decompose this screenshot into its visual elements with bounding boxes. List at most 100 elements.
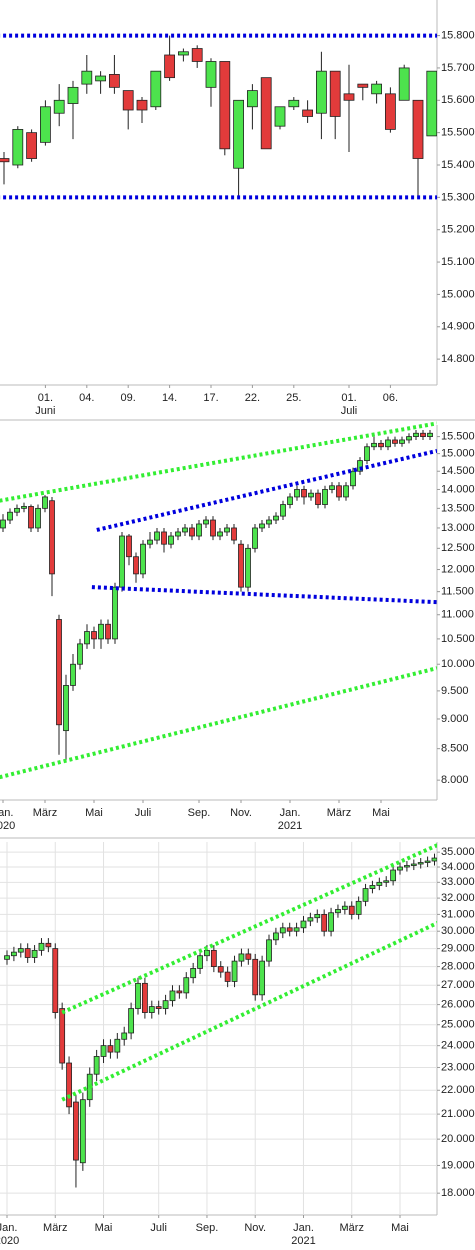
candle-body [24, 948, 31, 958]
candle-body [119, 535, 125, 588]
candle-body [279, 927, 286, 934]
plot-area [0, 33, 437, 200]
y-tick-label: 29.000 [441, 943, 475, 955]
candle-body [161, 531, 167, 545]
candle-body [314, 913, 321, 919]
y-tick-label: 31.000 [441, 908, 475, 920]
candle-body [343, 93, 355, 101]
y-tick-label: 15.200 [441, 224, 475, 236]
candle-body [135, 982, 141, 1009]
candle-body [169, 990, 176, 1002]
candle-body [177, 51, 189, 56]
candle-body [12, 129, 24, 166]
candle-body [259, 523, 265, 529]
candle-body [10, 951, 17, 957]
x-tick-label: 17. [203, 392, 218, 404]
candle-body [385, 439, 391, 448]
candle-body [190, 968, 197, 979]
candle-body [315, 492, 321, 505]
candle-body [203, 519, 209, 525]
x-tick-label: Nov. [230, 807, 252, 819]
y-tick-label: 15.500 [441, 127, 475, 139]
y-tick-label: 12.000 [441, 563, 475, 575]
candle-body [413, 432, 419, 437]
candle-body [294, 489, 300, 498]
candle-body [56, 619, 62, 726]
candle-body [136, 99, 148, 111]
candle-body [147, 539, 153, 545]
x-tick-label: Juli [150, 1222, 167, 1234]
candle-body [140, 543, 146, 575]
candle-body [133, 556, 139, 575]
candle-body [341, 905, 348, 910]
candle-body [176, 990, 183, 994]
y-tick-label: 27.000 [441, 979, 475, 991]
candle-body [26, 132, 38, 159]
y-tick-label: 20.000 [441, 1133, 475, 1145]
candle-body [52, 948, 59, 1013]
candle-body [42, 496, 48, 509]
y-tick-label: 13.000 [441, 522, 475, 534]
x-tick-label: Sep. [188, 807, 211, 819]
candle-body [426, 70, 437, 137]
candle-body [91, 631, 97, 640]
candle-body [148, 1006, 155, 1013]
candle-body [308, 492, 314, 498]
y-tick-label: 10.500 [441, 633, 475, 645]
candle-body [0, 519, 6, 529]
candle-body [191, 48, 203, 62]
candle-body [150, 70, 162, 108]
x-tick-label: 01. Juli [341, 392, 358, 417]
candle-body [53, 99, 65, 114]
x-tick-label: März [327, 807, 351, 819]
y-tick-label: 10.000 [441, 658, 475, 670]
candle-body [357, 83, 369, 88]
candle-body [364, 446, 370, 462]
candle-body [105, 623, 111, 640]
candle-body [59, 1008, 66, 1064]
candle-body [398, 67, 410, 101]
y-tick-label: 9.500 [441, 685, 469, 697]
candle-body [7, 511, 13, 521]
x-tick-label: 22. [245, 392, 260, 404]
trend-line [61, 843, 437, 1015]
candle-body [301, 489, 307, 498]
candle-body [252, 527, 258, 549]
candle-body [231, 960, 238, 982]
candle-body [122, 90, 134, 111]
candle-body [266, 939, 272, 962]
x-tick-label: Juli [135, 807, 152, 819]
y-tick-label: 15.600 [441, 94, 475, 106]
y-tick-label: 14.900 [441, 321, 475, 333]
candle-body [154, 531, 160, 541]
candle-body [14, 507, 20, 513]
y-tick-label: 15.100 [441, 256, 475, 268]
candle-body [224, 527, 230, 533]
candle-body [404, 865, 410, 868]
candle-body [355, 900, 362, 915]
y-tick-label: 9.000 [441, 713, 469, 725]
candle-body [286, 927, 293, 932]
x-tick-label: Jan.2020 [0, 807, 15, 832]
candle-body [183, 977, 190, 994]
y-tick-label: 14.800 [441, 353, 475, 365]
candle-body [246, 90, 258, 108]
candle-body [63, 685, 69, 732]
candle-body [21, 506, 27, 509]
y-tick-label: 15.800 [441, 29, 475, 41]
y-tick-label: 19.000 [441, 1159, 475, 1171]
candle-body [329, 485, 335, 490]
candle-body [162, 1000, 169, 1009]
candle-body [273, 932, 279, 941]
candle-body [274, 106, 286, 127]
candle-body [328, 912, 334, 932]
y-tick-label: 8.500 [441, 743, 469, 755]
candle-body [4, 955, 10, 960]
y-tick-label: 15.500 [441, 431, 475, 443]
candle-body [322, 489, 328, 505]
y-tick-label: 33.000 [441, 876, 475, 888]
candle-body [100, 1045, 107, 1057]
candle-body [70, 663, 76, 686]
candle-body [164, 54, 176, 79]
candle-body [28, 506, 34, 529]
